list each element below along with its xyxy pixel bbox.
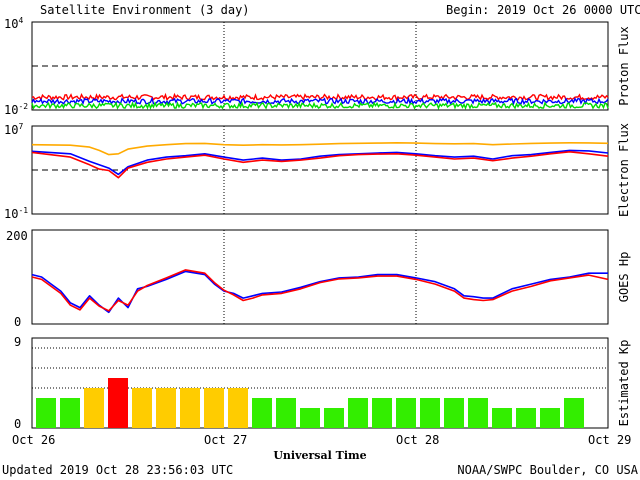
electron-ytick-top: 107 bbox=[4, 122, 23, 137]
day-separators bbox=[223, 22, 417, 324]
kp-ytick-top: 9 bbox=[14, 335, 21, 349]
xtick-oct26: Oct 26 bbox=[12, 433, 55, 447]
goes-panel-frame bbox=[31, 229, 609, 325]
proton-series bbox=[31, 92, 609, 111]
goes-ytick-top: 200 bbox=[6, 229, 28, 243]
kp-bar-12 bbox=[324, 408, 344, 428]
proton-series-line-2 bbox=[31, 101, 609, 111]
proton-ytick-bottom: 10-2 bbox=[4, 102, 28, 117]
electron-series-line-1 bbox=[31, 151, 609, 179]
goes-hp-series bbox=[31, 269, 609, 314]
proton-ylabel: Proton Flux bbox=[617, 26, 631, 105]
kp-bar-4 bbox=[132, 388, 152, 428]
kp-bar-6 bbox=[180, 388, 200, 428]
kp-bar-10 bbox=[276, 398, 296, 428]
xtick-oct29: Oct 29 bbox=[588, 433, 631, 447]
electron-ytick-bottom: 10-1 bbox=[4, 206, 28, 221]
kp-bar-21 bbox=[540, 408, 560, 428]
kp-bar-7 bbox=[204, 388, 224, 428]
kp-bar-18 bbox=[468, 398, 488, 428]
kp-bar-22 bbox=[564, 398, 584, 428]
x-axis-label: Universal Time bbox=[273, 449, 366, 462]
kp-bar-11 bbox=[300, 408, 320, 428]
electron-panel-frame bbox=[31, 125, 609, 215]
kp-bar-17 bbox=[444, 398, 464, 428]
kp-bar-15 bbox=[396, 398, 416, 428]
goes-ytick-bottom: 0 bbox=[14, 315, 21, 329]
updated-timestamp: Updated 2019 Oct 28 23:56:03 UTC bbox=[2, 463, 233, 477]
electron-series-line-2 bbox=[31, 142, 609, 156]
xtick-oct27: Oct 27 bbox=[204, 433, 247, 447]
kp-ytick-bottom: 0 bbox=[14, 417, 21, 431]
proton-series-line-1 bbox=[31, 96, 609, 106]
kp-bar-3 bbox=[108, 378, 128, 428]
proton-ytick-top: 104 bbox=[4, 16, 23, 31]
begin-label: Begin: bbox=[446, 3, 489, 17]
kp-bar-16 bbox=[420, 398, 440, 428]
kp-ylabel: Estimated Kp bbox=[617, 340, 631, 427]
kp-bar-1 bbox=[60, 398, 80, 428]
kp-bars bbox=[36, 378, 584, 428]
electron-series-line-0 bbox=[31, 149, 609, 176]
electron-series bbox=[31, 142, 609, 179]
goes-ylabel: GOES Hp bbox=[617, 252, 631, 303]
electron-ylabel: Electron Flux bbox=[617, 123, 631, 217]
kp-bar-0 bbox=[36, 398, 56, 428]
kp-bar-8 bbox=[228, 388, 248, 428]
credit-text: NOAA/SWPC Boulder, CO USA bbox=[457, 463, 638, 477]
goes-hp-series-line-1 bbox=[31, 269, 609, 312]
kp-bar-9 bbox=[252, 398, 272, 428]
chart-title: Satellite Environment (3 day) bbox=[40, 3, 250, 17]
xtick-oct28: Oct 28 bbox=[396, 433, 439, 447]
kp-bar-20 bbox=[516, 408, 536, 428]
kp-bar-13 bbox=[348, 398, 368, 428]
kp-bar-19 bbox=[492, 408, 512, 428]
kp-bar-2 bbox=[84, 388, 104, 428]
kp-bar-5 bbox=[156, 388, 176, 428]
begin-value: 2019 Oct 26 0000 UTC bbox=[497, 3, 640, 17]
goes-hp-series-line-0 bbox=[31, 270, 608, 314]
kp-bar-14 bbox=[372, 398, 392, 428]
